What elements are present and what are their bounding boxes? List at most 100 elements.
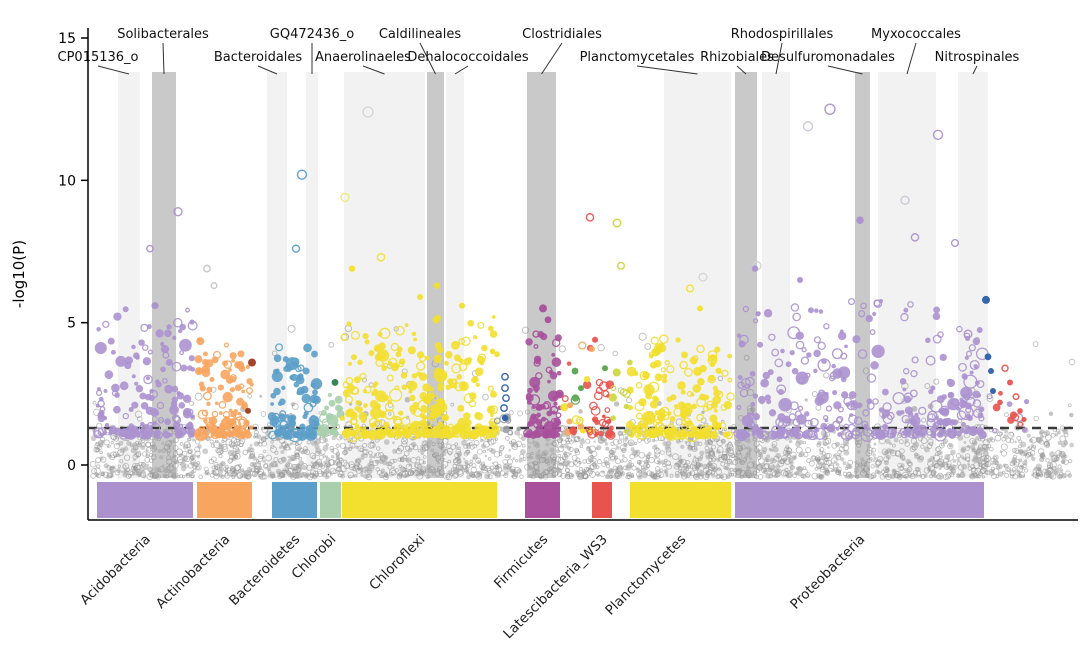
data-point <box>661 378 668 384</box>
data-point <box>350 330 361 340</box>
data-point <box>290 373 298 381</box>
data-point <box>709 414 718 423</box>
data-point <box>963 440 967 444</box>
data-point <box>288 446 291 449</box>
data-point <box>1014 440 1017 444</box>
data-point <box>547 379 551 384</box>
data-point <box>596 444 602 451</box>
y-tick-label: 10 <box>58 173 76 189</box>
data-point <box>534 389 539 393</box>
data-point <box>171 361 182 372</box>
data-point <box>361 429 369 436</box>
data-point <box>532 330 540 338</box>
data-point <box>464 459 469 465</box>
data-point <box>433 354 443 364</box>
data-point <box>248 474 252 478</box>
data-point <box>166 455 171 461</box>
data-point <box>746 405 753 412</box>
data-point <box>123 454 131 461</box>
data-point <box>1039 429 1045 435</box>
data-point <box>907 301 914 308</box>
data-point <box>156 401 165 410</box>
data-point <box>158 455 164 460</box>
data-point <box>187 448 193 455</box>
data-point <box>638 332 647 341</box>
data-point <box>932 312 941 321</box>
data-point <box>866 443 872 449</box>
data-point <box>501 372 509 381</box>
data-point <box>928 441 934 447</box>
data-point <box>819 450 824 455</box>
data-point <box>617 464 623 471</box>
data-point <box>669 473 674 478</box>
data-point <box>392 466 395 469</box>
data-point <box>1000 443 1008 451</box>
data-point <box>245 407 251 414</box>
data-point <box>563 460 568 466</box>
data-point <box>605 430 616 440</box>
data-point <box>345 409 354 418</box>
data-point <box>191 438 196 442</box>
data-point <box>433 368 448 383</box>
data-point <box>288 472 295 479</box>
data-point <box>416 456 421 461</box>
data-point <box>855 442 862 448</box>
data-point <box>119 447 126 454</box>
data-point <box>727 377 733 383</box>
data-point <box>342 389 351 398</box>
data-point <box>407 380 418 391</box>
data-point <box>505 471 509 475</box>
data-point <box>501 384 509 393</box>
data-point <box>778 397 793 412</box>
phylum-band <box>97 482 193 518</box>
data-point <box>567 402 573 409</box>
data-point <box>487 457 492 461</box>
data-point <box>533 343 539 349</box>
data-point <box>548 369 554 375</box>
data-point <box>489 348 496 354</box>
data-point <box>757 456 762 461</box>
data-point <box>1050 455 1058 463</box>
phylum-band <box>272 482 317 518</box>
data-point <box>991 462 994 466</box>
data-point <box>111 435 117 441</box>
data-point <box>771 441 778 447</box>
data-point <box>490 431 497 439</box>
data-point <box>939 462 945 468</box>
data-point <box>335 453 341 458</box>
data-point <box>252 456 257 461</box>
data-point <box>249 443 253 447</box>
data-point <box>386 374 394 382</box>
data-point <box>492 428 500 436</box>
data-point <box>472 457 476 460</box>
data-point <box>171 385 179 393</box>
data-point <box>302 367 310 375</box>
data-point <box>186 408 194 416</box>
data-point <box>441 413 449 422</box>
data-point <box>860 302 867 310</box>
data-point <box>197 444 202 449</box>
data-point <box>198 381 205 388</box>
data-point <box>751 265 759 272</box>
data-point <box>649 361 658 369</box>
data-point <box>883 456 890 463</box>
data-point <box>232 444 237 450</box>
data-point <box>860 457 865 462</box>
data-point <box>844 344 848 349</box>
data-point <box>605 380 615 390</box>
data-point <box>388 428 397 437</box>
data-point <box>371 444 375 447</box>
data-point <box>325 455 328 459</box>
data-point <box>818 389 826 397</box>
data-point <box>686 390 693 397</box>
data-point <box>297 364 305 372</box>
data-point <box>658 344 667 353</box>
data-point <box>251 471 258 478</box>
data-point <box>813 336 821 344</box>
data-point <box>140 421 145 427</box>
data-point <box>623 403 629 410</box>
data-point <box>294 452 300 458</box>
data-point <box>664 458 668 463</box>
data-point <box>601 414 606 419</box>
data-point <box>177 328 183 334</box>
